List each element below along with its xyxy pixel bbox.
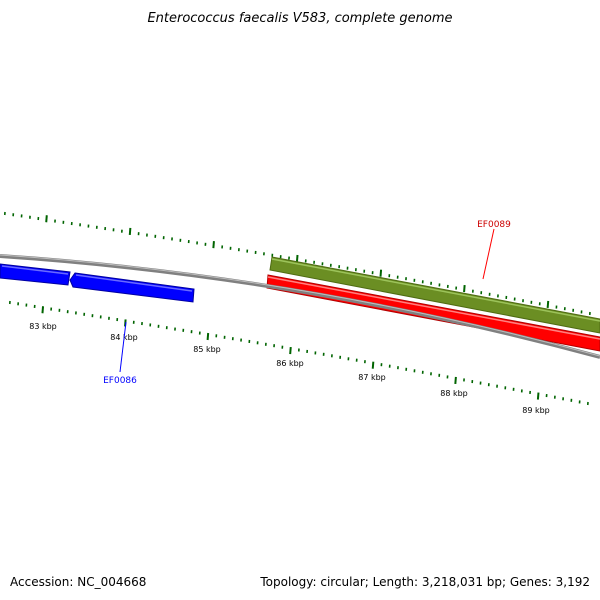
gene-blue-left[interactable]	[0, 263, 71, 286]
tick-label: 85 kbp	[193, 345, 221, 354]
outer-tick-row	[3, 211, 591, 316]
gene-EF0089-highlight	[267, 276, 600, 340]
tick-label: 86 kbp	[276, 359, 304, 368]
genome-backbone	[0, 254, 600, 359]
genome-stats-text: Topology: circular; Length: 3,218,031 bp…	[259, 575, 590, 589]
outer-major-tick	[463, 284, 466, 293]
outer-major-tick	[45, 215, 48, 223]
inner-major-tick	[289, 346, 292, 355]
tick-label: 87 kbp	[358, 373, 386, 382]
gene-callout-EF0086[interactable]: EF0086	[103, 321, 137, 386]
tick-label: 83 kbp	[29, 322, 57, 331]
feature-track-olive[interactable]	[269, 256, 600, 334]
inner-major-tick	[41, 306, 45, 314]
gene-EF0089-body[interactable]	[266, 274, 600, 352]
gene-tracks	[0, 254, 600, 359]
inner-major-tick	[454, 376, 457, 385]
outer-major-tick	[379, 269, 383, 277]
gene-EF0086-highlight	[75, 274, 193, 292]
map-title: Enterococcus faecalis V583, complete gen…	[147, 11, 452, 26]
gene-label-EF0089[interactable]: EF0089	[477, 220, 511, 230]
outer-major-tick	[295, 254, 299, 263]
inner-major-tick	[206, 332, 210, 341]
inner-major-tick	[536, 392, 540, 400]
gene-label-EF0086[interactable]: EF0086	[103, 376, 137, 386]
outer-major-tick	[546, 300, 550, 309]
callout-line-EF0089	[482, 228, 495, 280]
outer-major-tick	[128, 227, 132, 236]
gene-EF0086-body[interactable]	[69, 272, 195, 303]
genome-backbone-highlight	[0, 254, 600, 357]
gene-callout-EF0089[interactable]: EF0089	[477, 220, 511, 280]
inner-tick-row	[8, 300, 589, 406]
tick-label: 89 kbp	[522, 406, 550, 415]
feature-track-olive-highlight	[271, 258, 600, 322]
callout-line-EF0086	[119, 321, 127, 373]
accession-text: Accession: NC_004668	[10, 575, 146, 589]
tick-label: 88 kbp	[440, 389, 468, 398]
outer-major-tick	[212, 241, 215, 249]
inner-major-tick	[371, 361, 375, 369]
gene-blue-left-highlight	[1, 265, 69, 275]
